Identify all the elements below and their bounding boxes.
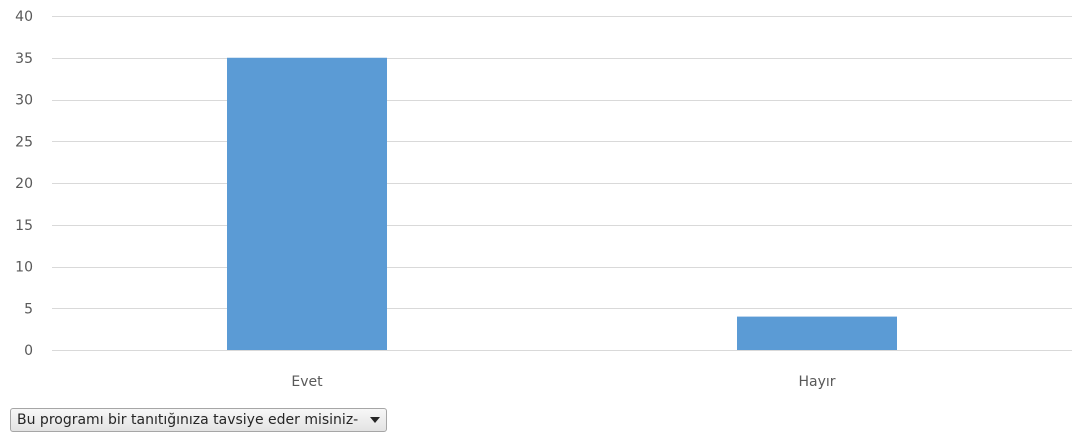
y-tick-label: 0 <box>24 343 33 359</box>
y-axis-ticks: 0 5 10 15 20 25 30 35 40 <box>15 9 33 359</box>
y-tick-label: 10 <box>15 260 33 276</box>
y-tick-label: 35 <box>15 51 33 67</box>
x-category-label: Evet <box>291 374 323 390</box>
field-filter-label: Bu programı bir tanıtığınıza tavsiye ede… <box>17 412 359 428</box>
x-axis-categories: Evet Hayır <box>291 374 835 390</box>
chevron-down-icon <box>370 417 381 423</box>
bar-hayır <box>737 316 897 350</box>
grid <box>52 16 1072 351</box>
y-tick-label: 5 <box>24 301 33 317</box>
field-filter-button[interactable]: Bu programı bir tanıtığınıza tavsiye ede… <box>10 408 388 432</box>
bars <box>227 57 897 350</box>
y-tick-label: 20 <box>15 176 33 192</box>
y-tick-label: 30 <box>15 93 33 109</box>
x-category-label: Hayır <box>798 374 835 390</box>
y-tick-label: 40 <box>15 9 33 25</box>
y-tick-label: 25 <box>15 134 33 150</box>
y-tick-label: 15 <box>15 218 33 234</box>
bar-chart: 0 5 10 15 20 25 30 35 40 Evet Hayır <box>15 9 1072 390</box>
bar-evet <box>227 57 387 350</box>
